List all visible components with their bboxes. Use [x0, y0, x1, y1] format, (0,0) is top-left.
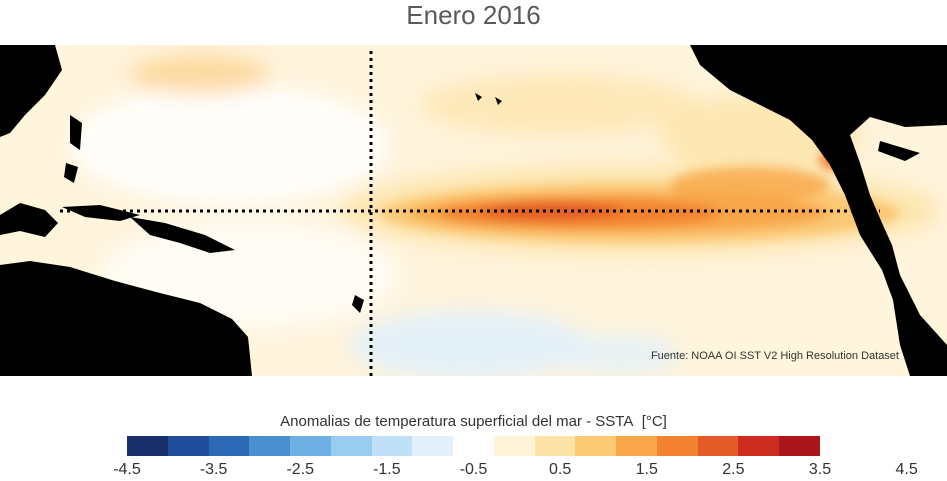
colorbar-tick-label: -3.5 [199, 461, 228, 478]
colorbar-cell [249, 436, 291, 456]
colorbar-tick-label: -4.5 [113, 461, 141, 478]
data-source-note: Fuente: NOAA OI SST V2 High Resolution D… [650, 350, 899, 362]
colorbar-cell [779, 436, 821, 456]
colorbar-cell [453, 436, 494, 456]
colorbar-cell [412, 436, 454, 456]
colorbar-tick-label: -0.5 [459, 461, 488, 478]
colorbar-cell [371, 436, 413, 456]
colorbar-tick-label: 1.5 [635, 461, 658, 478]
colorbar-cell [290, 436, 331, 456]
colorbar-cell [493, 436, 535, 456]
colorbar-unit: [°C] [641, 413, 667, 430]
colorbar-title-text: Anomalias de temperatura superficial del… [280, 413, 634, 430]
map-title: Enero 2016 [406, 0, 541, 30]
colorbar-title: Anomalias de temperatura superficial del… [0, 413, 947, 430]
colorbar-cell [127, 436, 168, 456]
colorbar-tick-label: 4.5 [895, 461, 918, 478]
warm-tongue [380, 150, 900, 243]
colorbar-cell [616, 436, 657, 456]
colorbar-cell [167, 436, 209, 456]
colorbar-cell [697, 436, 739, 456]
colorbar-cell [208, 436, 250, 456]
colorbar-tick-label: 3.5 [808, 461, 832, 478]
colorbar-cell [330, 436, 372, 456]
colorbar-cell [656, 436, 698, 456]
colorbar-tick-label: -2.5 [286, 461, 315, 478]
colorbar [127, 436, 821, 456]
colorbar-ticks: -4.5 -3.5 -2.5 -1.5 -0.5 0.5 1.5 2.5 3.5 4.5 [113, 461, 918, 481]
colorbar-cell [575, 436, 617, 456]
colorbar-cell [534, 436, 576, 456]
land [0, 45, 947, 376]
sst-anomaly-map [0, 45, 947, 376]
colorbar-cell [738, 436, 780, 456]
colorbar-tick-label: 0.5 [549, 461, 572, 478]
colorbar-tick-label: 2.5 [722, 461, 745, 478]
colorbar-tick-label: -1.5 [373, 461, 401, 478]
